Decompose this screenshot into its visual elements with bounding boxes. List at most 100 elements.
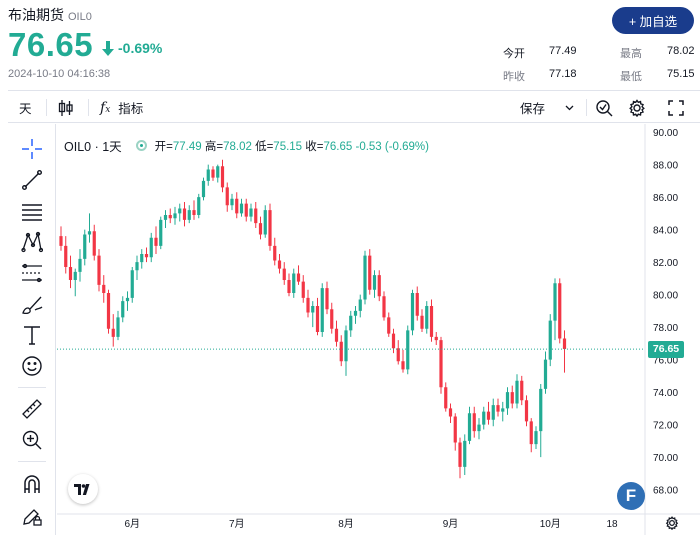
legend-ohlc: 开=77.49 高=78.02 低=75.15 收=76.65 -0.53 (-… [155,138,429,154]
candle-body [311,306,315,313]
brand-badge[interactable]: F [617,482,645,510]
candle-body [230,198,234,206]
emoji-tool[interactable] [20,354,44,378]
candle-body [505,392,510,409]
candle-body [396,348,400,362]
axis-settings-icon[interactable] [665,516,679,530]
candle-body [429,306,434,337]
legend-low-label: 低= [255,140,274,153]
price-tick-label: 70.00 [653,453,678,464]
chart-type-button[interactable] [58,91,74,124]
indicators-button[interactable]: fx 指标 [100,91,143,124]
alert-magnifier-icon [596,99,613,116]
brush-icon [22,296,43,315]
candle-body [320,288,324,332]
tool-divider [18,461,46,462]
candle-body [149,237,153,258]
candle-body [486,411,491,420]
tool-divider [18,387,46,388]
candle-body [453,416,457,443]
price-tick-label: 72.00 [653,421,678,432]
candle-body [59,236,63,246]
ruler-tool[interactable] [20,397,44,421]
candle-body [287,280,291,293]
legend-high-label: 高= [204,140,224,153]
candle-body [368,255,372,290]
instrument-name: 布油期货 [8,7,64,23]
candle-body [377,275,381,297]
price-tick-label: 78.00 [653,323,678,334]
candle-body [425,306,429,329]
candle-body [444,387,448,409]
candle-body [539,388,543,432]
add-watchlist-button[interactable]: + 加自选 [612,7,694,34]
save-button[interactable]: 保存 [520,91,574,124]
candle-body [510,392,514,404]
horizontal-lines-tool[interactable] [20,199,44,223]
indicators-label: 指标 [118,102,144,116]
tradingview-logo[interactable] [68,474,98,504]
stat-high-value: 78.02 [667,45,695,57]
legend-high: 78.02 [223,140,252,153]
candle-body [263,210,267,235]
magnet-tool[interactable] [20,472,44,496]
fib-tool[interactable] [20,261,44,285]
candle-body [159,219,163,246]
interval-button[interactable]: 天 [19,102,32,116]
candle-body [358,299,362,311]
legend-close-label: 收= [305,140,324,153]
candle-body [163,215,168,220]
crosshair-tool[interactable] [20,137,44,161]
candle-body [325,288,329,310]
price-tick-label: 68.00 [653,486,678,497]
fibonacci-icon [22,263,42,283]
candle-body [116,317,120,337]
candle-body [268,210,272,246]
trend-line-tool[interactable] [20,168,44,192]
time-tick-label: 8月 [338,518,354,530]
candle-body [472,413,476,432]
candle-body [387,317,391,334]
arrow-down-icon [102,40,114,56]
candles-icon [58,99,73,116]
snapshot-button[interactable] [595,91,613,124]
toolbar-divider [586,99,587,116]
candle-body [292,273,296,293]
brush-tool[interactable] [20,292,44,316]
pattern-tool[interactable] [20,230,44,254]
candle-body [277,260,282,269]
candle-body [106,293,111,329]
price-tick-label: 76.00 [653,356,678,367]
lock-draw-tool[interactable] [20,504,44,528]
legend-series-name: OIL0 · 1天 [64,140,122,154]
time-tick-label: 7月 [229,518,245,530]
candle-body [135,262,139,271]
candle-body [102,284,106,293]
candle-body [154,237,158,246]
settings-button[interactable] [628,91,646,124]
candle-body [524,400,529,422]
gear-icon [629,98,645,117]
candle-body [344,330,348,362]
candle-body [415,293,419,316]
text-tool[interactable] [20,323,44,347]
candle-body [330,309,334,329]
price-tick-label: 80.00 [653,291,678,302]
candle-body [439,340,443,388]
crosshair-icon [22,139,42,159]
candle-body [239,203,244,214]
drawing-toolbar [8,124,56,535]
candle-body [216,166,220,178]
candle-body [334,328,339,342]
candle-body [301,281,305,298]
chart-toolbar: 天 fx 指标 保存 [8,90,700,123]
zoom-tool[interactable] [20,428,44,452]
fullscreen-button[interactable] [668,91,684,124]
pattern-icon [21,231,43,253]
candle-body [558,283,562,339]
candle-body [448,408,453,417]
price-tick-label: 86.00 [653,193,678,204]
stat-low-label: 最低 [620,71,642,83]
candle-body [235,198,239,214]
